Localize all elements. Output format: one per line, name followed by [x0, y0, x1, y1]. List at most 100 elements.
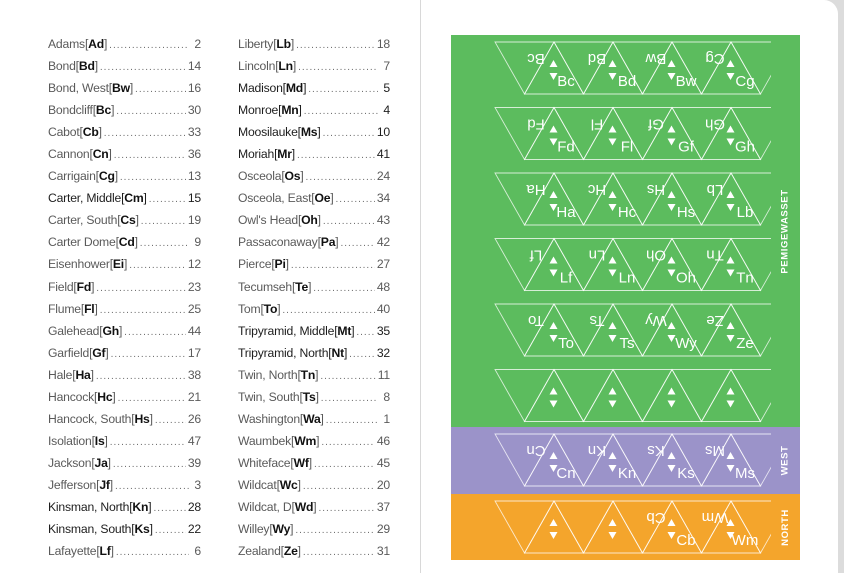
- entry-page: 19: [187, 213, 201, 228]
- index-entry[interactable]: Tom [To] 40: [238, 302, 390, 324]
- index-entry[interactable]: Hale [Ha] 38: [48, 368, 201, 390]
- index-entry[interactable]: Garfield [Gf] 17: [48, 346, 201, 368]
- bracket-close: ]: [118, 323, 123, 338]
- index-entry[interactable]: Lincoln [Ln] 7: [238, 59, 390, 81]
- arrow-down-icon: [726, 269, 735, 277]
- entry-page: 42: [376, 235, 390, 250]
- index-entry[interactable]: Liberty [Lb] 18: [238, 37, 390, 59]
- entry-page: 27: [376, 257, 390, 272]
- index-entry[interactable]: Moosilauke [Ms] 10: [238, 125, 390, 147]
- index-entry[interactable]: Eisenhower [Ei] 12: [48, 257, 201, 279]
- index-entry[interactable]: Waumbek [Wm] 46: [238, 434, 390, 456]
- index-entry[interactable]: Madison [Md] 5: [238, 81, 390, 103]
- entry-code: Ms: [300, 125, 318, 140]
- bracket-open: [: [72, 367, 76, 382]
- arrow-down-icon: [549, 532, 558, 539]
- index-entry[interactable]: Carter, South [Cs] 19: [48, 213, 201, 235]
- bracket-open: [: [328, 345, 332, 360]
- index-entry[interactable]: Bondcliff [Bc] 30: [48, 103, 201, 125]
- bracket-open: [: [291, 499, 295, 514]
- index-entry[interactable]: Washington [Wa] 1: [238, 412, 390, 434]
- arrow-up-icon: [667, 125, 676, 133]
- leader-dots: [100, 305, 186, 316]
- bracket-close: ]: [94, 301, 98, 316]
- index-entry[interactable]: Hancock, South [Hs] 26: [48, 412, 201, 434]
- entry-code: Hs: [134, 411, 150, 426]
- index-entry[interactable]: Jefferson [Jf] 3: [48, 478, 201, 500]
- leader-dots: [104, 128, 186, 139]
- index-entry[interactable]: Zealand [Ze] 31: [238, 544, 390, 566]
- peak-code-label-inverted: Kn: [588, 442, 606, 459]
- index-entry[interactable]: Whiteface [Wf] 45: [238, 456, 390, 478]
- entry-name: Hancock: [48, 389, 95, 404]
- index-entry[interactable]: Jackson [Ja] 39: [48, 456, 201, 478]
- index-entry[interactable]: Osceola [Os] 24: [238, 169, 390, 191]
- peak-code-label-inverted: Tn: [706, 247, 724, 264]
- entry-name: Isolation: [48, 433, 92, 448]
- entry-code: Cb: [82, 125, 99, 140]
- index-entry[interactable]: Owl's Head [Oh] 43: [238, 213, 390, 235]
- strip: Cn Cn Kn Kn Ks Ks Ms Ms: [494, 433, 771, 487]
- index-entry[interactable]: Wildcat [Wc] 20: [238, 478, 390, 500]
- bracket-close: ]: [107, 455, 111, 470]
- bracket-close: ]: [298, 103, 302, 118]
- leader-dots: [356, 327, 374, 338]
- index-entry[interactable]: Pierce [Pi] 27: [238, 257, 390, 279]
- index-entry[interactable]: Adams [Ad] 2: [48, 37, 201, 59]
- entry-page: 31: [376, 544, 390, 559]
- index-entry[interactable]: Monroe [Mn] 4: [238, 103, 390, 125]
- leader-dots: [295, 525, 374, 536]
- leader-dots: [109, 40, 189, 51]
- index-entry[interactable]: Cabot [Cb] 33: [48, 125, 201, 147]
- index-entry[interactable]: Osceola, East [Oe] 34: [238, 191, 390, 213]
- index-entry[interactable]: Hancock [Hc] 21: [48, 390, 201, 412]
- leader-dots: [321, 393, 378, 404]
- bracket-close: ]: [297, 544, 301, 559]
- peak-code-label-inverted: Ze: [706, 312, 724, 329]
- bracket-close: ]: [300, 169, 304, 184]
- index-entry[interactable]: Galehead [Gh] 44: [48, 324, 201, 346]
- strip-triangle: [671, 369, 732, 423]
- leader-dots: [155, 525, 186, 536]
- index-entry[interactable]: Field [Fd] 23: [48, 280, 201, 302]
- index-entry[interactable]: Willey [Wy] 29: [238, 522, 390, 544]
- index-entry[interactable]: Passaconaway [Pa] 42: [238, 235, 390, 257]
- index-entry[interactable]: Kinsman, South [Ks] 22: [48, 522, 201, 544]
- entry-code: Os: [284, 169, 301, 184]
- entry-code: Lb: [276, 37, 291, 51]
- index-entry[interactable]: Tecumseh [Te] 48: [238, 280, 390, 302]
- region-label: WEST: [772, 427, 798, 494]
- index-entry[interactable]: Lafayette [Lf] 6: [48, 544, 201, 566]
- entry-name: Tom: [238, 301, 261, 316]
- entry-page: 44: [187, 323, 201, 338]
- entry-name: Eisenhower: [48, 257, 110, 272]
- region-strips: Cn Cn Kn Kn Ks Ks Ms Ms: [494, 433, 771, 487]
- index-entry[interactable]: Tripyramid, Middle [Mt] 35: [238, 324, 390, 346]
- peak-code-label-inverted: Wm: [702, 509, 729, 526]
- entry-name: Liberty: [238, 37, 274, 51]
- index-entry[interactable]: Bond, West [Bw] 16: [48, 81, 201, 103]
- index-entry[interactable]: Moriah [Mr] 41: [238, 147, 390, 169]
- index-entry[interactable]: Twin, North [Tn] 11: [238, 368, 390, 390]
- index-entry[interactable]: Isolation [Is] 47: [48, 434, 201, 456]
- index-entry[interactable]: Bond [Bd] 14: [48, 59, 201, 81]
- index-entry[interactable]: Carrigain [Cg] 13: [48, 169, 201, 191]
- bracket-close: ]: [343, 345, 348, 360]
- leader-dots: [149, 194, 186, 205]
- index-entry[interactable]: Twin, South [Ts] 8: [238, 390, 390, 412]
- leader-dots: [135, 84, 186, 95]
- index-entry[interactable]: Carter Dome [Cd] 9: [48, 235, 201, 257]
- bracket-close: ]: [111, 103, 115, 118]
- bracket-open: [: [99, 323, 103, 338]
- leader-dots: [308, 84, 378, 95]
- index-entry[interactable]: Tripyramid, North [Nt] 32: [238, 346, 390, 368]
- bracket-open: [: [121, 191, 125, 206]
- index-entry[interactable]: Flume [Fl] 25: [48, 302, 201, 324]
- index-entry[interactable]: Carter, Middle [Cm] 15: [48, 191, 201, 213]
- entry-name: Garfield: [48, 345, 90, 360]
- index-entry[interactable]: Cannon [Cn] 36: [48, 147, 201, 169]
- index-entry[interactable]: Wildcat, D [Wd] 37: [238, 500, 390, 522]
- index-entry[interactable]: Kinsman, North [Kn] 28: [48, 500, 201, 522]
- entry-page: 40: [376, 301, 390, 316]
